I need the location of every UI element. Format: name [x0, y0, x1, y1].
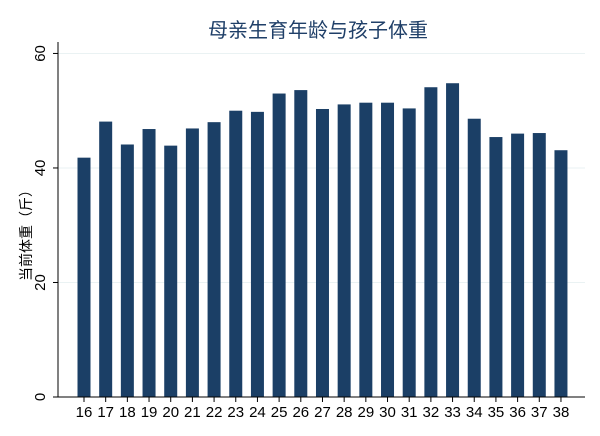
x-tick-label: 37 [531, 404, 548, 421]
x-tick-label: 26 [292, 404, 309, 421]
x-tick-label: 28 [336, 404, 353, 421]
x-tick-label: 23 [227, 404, 244, 421]
bar-35 [489, 137, 503, 397]
x-tick-label: 32 [423, 404, 440, 421]
axes [57, 42, 585, 398]
x-tick-label: 18 [119, 404, 136, 421]
x-tick-label: 16 [76, 404, 93, 421]
bars [77, 83, 568, 398]
bar-18 [120, 144, 134, 397]
bar-27 [315, 108, 329, 397]
bar-36 [511, 133, 525, 397]
x-tick-label: 27 [314, 404, 331, 421]
chart-title: 母亲生育年龄与孩子体重 [208, 18, 428, 42]
bar-38 [554, 150, 568, 397]
y-ticks: 0 20 40 60 [32, 45, 58, 401]
x-tick-label: 33 [444, 404, 461, 421]
x-ticks: 16 17 18 19 20 21 22 23 24 25 26 27 28 29 30 31 32 33 34 35… [76, 397, 570, 421]
x-tick-label: 31 [401, 404, 418, 421]
bar-29 [359, 102, 373, 398]
bar-37 [532, 133, 546, 397]
y-tick-label: 60 [32, 45, 49, 62]
bar-34 [467, 118, 481, 398]
x-tick-label: 29 [357, 404, 374, 421]
bar-24 [250, 111, 264, 398]
bar-22 [207, 122, 221, 398]
x-tick-label: 22 [206, 404, 223, 421]
x-tick-label: 38 [553, 404, 570, 421]
bar-21 [185, 128, 199, 398]
bar-33 [446, 83, 460, 398]
bar-28 [337, 104, 351, 398]
bar-30 [381, 102, 395, 398]
bar-25 [272, 93, 286, 397]
bar-17 [99, 121, 113, 397]
bar-20 [164, 145, 178, 397]
x-tick-label: 24 [249, 404, 266, 421]
bar-23 [229, 110, 243, 397]
x-tick-label: 20 [162, 404, 179, 421]
bar-31 [402, 108, 416, 397]
y-axis-title: 当前体重（斤） [18, 183, 35, 281]
y-tick-label: 40 [32, 160, 49, 177]
x-tick-label: 34 [466, 404, 483, 421]
x-tick-label: 17 [97, 404, 114, 421]
y-tick-label: 0 [32, 393, 49, 401]
x-tick-label: 35 [488, 404, 505, 421]
x-tick-label: 25 [271, 404, 288, 421]
bar-32 [424, 87, 438, 397]
bar-26 [294, 90, 308, 397]
bar-19 [142, 129, 156, 397]
y-tick-label: 20 [32, 274, 49, 291]
x-tick-label: 30 [379, 404, 396, 421]
x-tick-label: 19 [141, 404, 158, 421]
bar-16 [77, 157, 91, 397]
x-tick-label: 21 [184, 404, 201, 421]
x-tick-label: 36 [509, 404, 526, 421]
